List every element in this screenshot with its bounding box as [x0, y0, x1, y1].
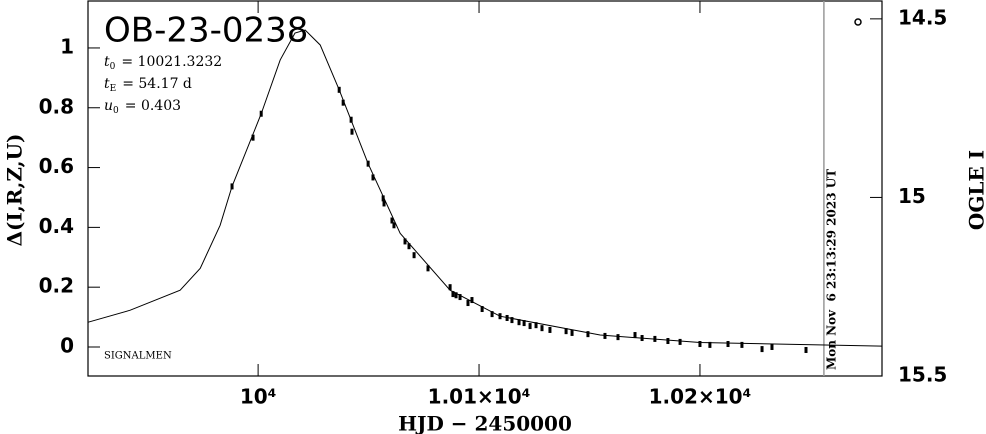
parameter-value: = 54.17 d	[122, 76, 192, 92]
data-point	[603, 332, 607, 339]
parameter-subscript: 0	[110, 62, 116, 72]
y2-tick-label: 15.5	[898, 363, 947, 387]
data-point	[390, 217, 394, 224]
y-tick-label: 0.4	[39, 214, 74, 238]
data-point	[540, 325, 544, 332]
x-tick-label: 1.02×10⁴	[649, 385, 752, 409]
parameter: u0 = 0.403	[104, 98, 181, 116]
data-point	[678, 338, 682, 345]
parameter: tE = 54.17 d	[104, 76, 192, 94]
data-point	[528, 323, 532, 330]
y-tick-label: 1	[60, 34, 74, 58]
parameter: t0 = 10021.3232	[104, 54, 222, 72]
y2-tick-label: 14.5	[898, 5, 947, 29]
data-point	[454, 292, 458, 299]
data-point	[708, 341, 712, 348]
data-point	[804, 346, 808, 353]
data-point	[382, 200, 386, 207]
data-point	[586, 331, 590, 338]
parameter-symbol: t	[104, 54, 110, 70]
data-point	[470, 297, 474, 304]
data-point	[564, 328, 568, 335]
chart-title: OB-23-0238	[104, 11, 308, 51]
data-point	[522, 320, 526, 327]
data-point	[407, 243, 411, 250]
y-tick-label: 0.8	[39, 94, 74, 118]
data-point	[451, 291, 455, 298]
data-point	[350, 128, 354, 135]
x-tick-label: 1.01×10⁴	[428, 385, 531, 409]
y-axis-label: Δ(I,R,Z,U)	[3, 134, 27, 247]
model-curve	[88, 29, 883, 347]
data-point	[770, 343, 774, 350]
data-point	[403, 238, 407, 245]
data-point	[251, 134, 255, 141]
data-point	[510, 317, 514, 324]
x-axis-label: HJD − 2450000	[398, 412, 572, 434]
data-point	[726, 341, 730, 348]
data-point	[371, 174, 375, 181]
parameter-subscript: E	[110, 84, 117, 94]
data-point	[490, 311, 494, 318]
data-point	[666, 338, 670, 345]
data-point	[616, 334, 620, 341]
parameter-subscript: 0	[113, 106, 119, 116]
parameter-value: = 0.403	[125, 98, 181, 114]
data-point	[412, 252, 416, 259]
parameter-value: = 10021.3232	[121, 54, 222, 70]
data-point	[480, 306, 484, 313]
parameter-symbol: u	[104, 98, 113, 114]
data-point	[633, 332, 637, 339]
y-tick-label: 0	[60, 333, 74, 357]
y2-tick-label: 15	[898, 184, 926, 208]
data-point	[760, 346, 764, 353]
data-point	[698, 341, 702, 348]
data-point	[426, 265, 430, 272]
data-point	[517, 319, 521, 326]
data-point	[570, 329, 574, 336]
data-point	[341, 99, 345, 106]
data-point	[458, 294, 462, 301]
data-point	[534, 322, 538, 329]
y-tick-label: 0.6	[39, 154, 74, 178]
symbol-marker	[854, 18, 862, 26]
data-point	[392, 222, 396, 229]
data-point	[548, 326, 552, 333]
data-point	[740, 341, 744, 348]
note: SIGNALMEN	[104, 351, 172, 362]
plot-frame	[87, 0, 883, 377]
x-tick-label: 10⁴	[240, 385, 277, 409]
y-tick-label: 0.2	[39, 274, 74, 298]
marker-line-label: Mon Nov 6 23:13:29 2023 UT	[824, 169, 838, 370]
y2-axis-label: OGLE I	[965, 150, 986, 230]
parameter-symbol: t	[104, 76, 110, 92]
data-point	[381, 195, 385, 202]
data-point	[466, 300, 470, 307]
data-point	[448, 284, 452, 291]
